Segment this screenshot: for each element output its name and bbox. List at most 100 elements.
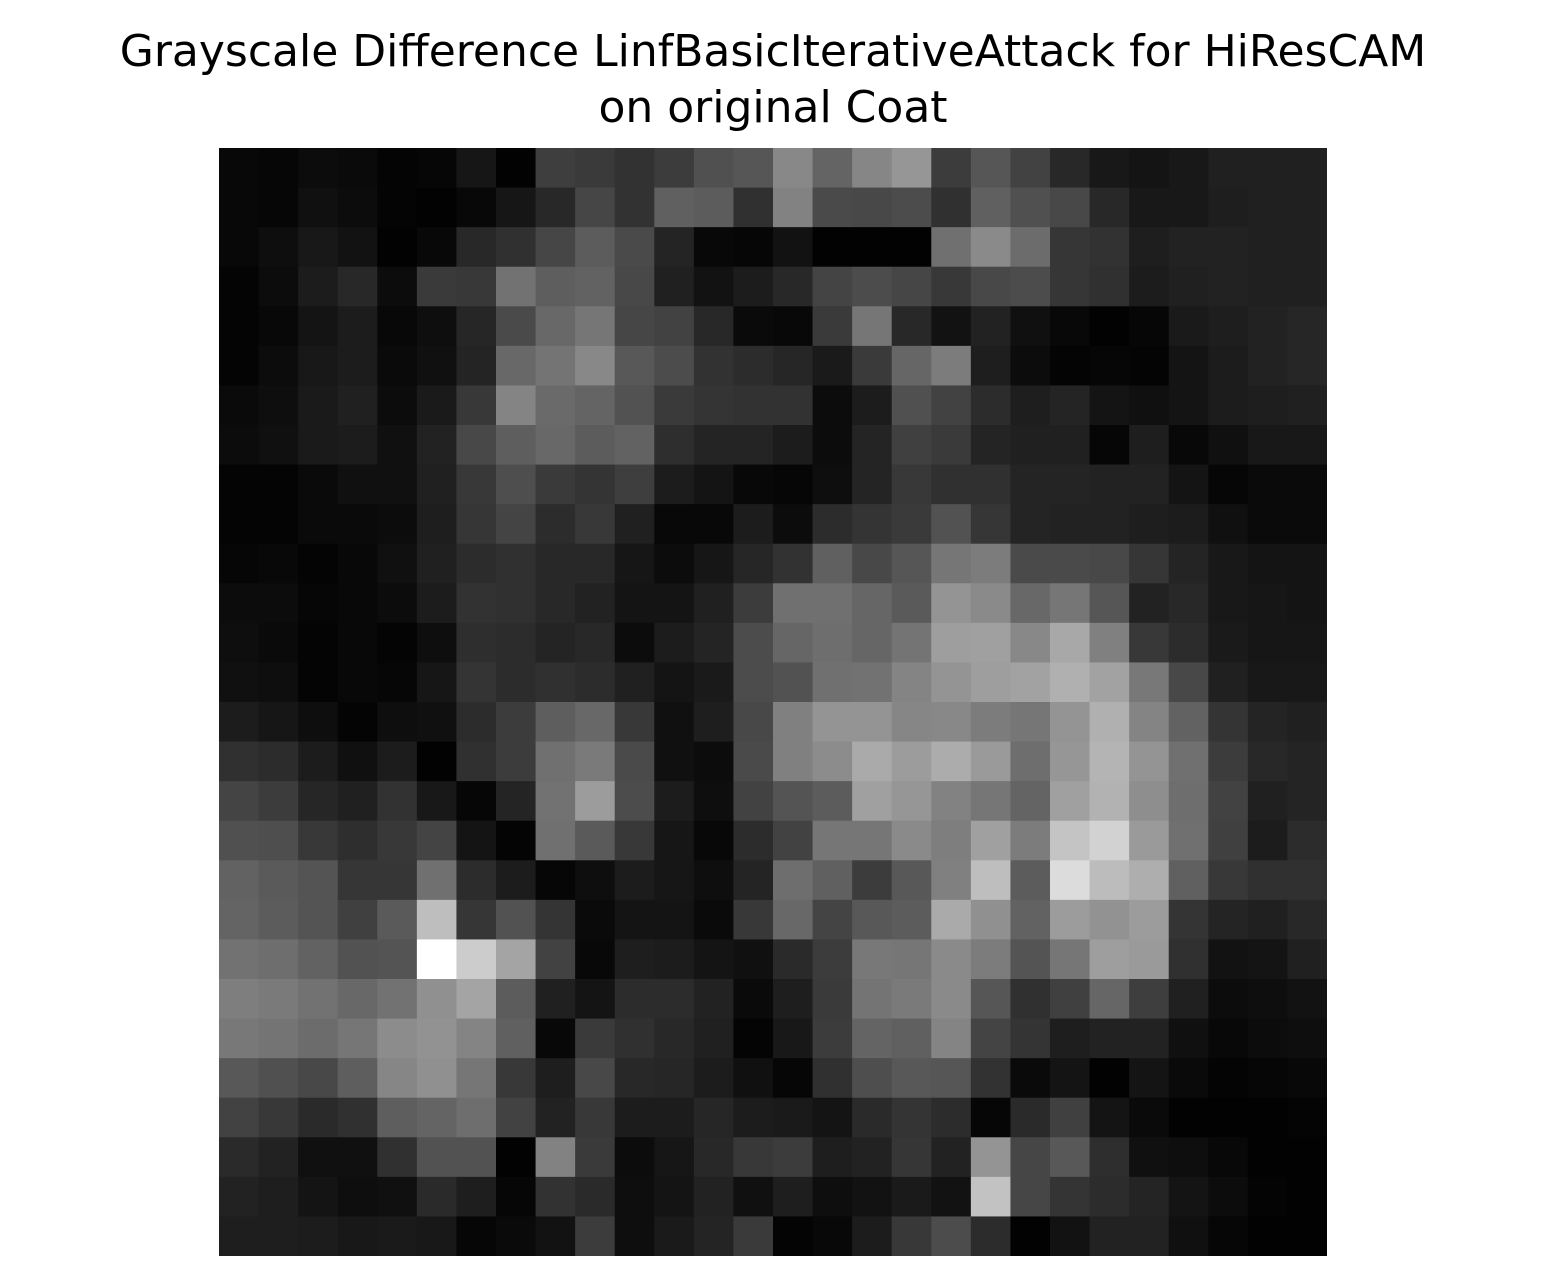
heatmap-cell [496, 860, 537, 901]
heatmap-cell [298, 979, 339, 1020]
heatmap-cell [891, 1097, 932, 1138]
heatmap-cell [614, 306, 655, 347]
heatmap-cell [1287, 1018, 1327, 1059]
heatmap-cell [219, 464, 260, 505]
heatmap-cell [773, 860, 814, 901]
heatmap-cell [575, 425, 616, 466]
heatmap-cell [416, 1176, 458, 1218]
heatmap-cell [298, 1018, 339, 1059]
heatmap-cell [456, 266, 497, 307]
heatmap-cell [1287, 543, 1327, 584]
heatmap-cell [258, 899, 299, 941]
heatmap-cell [852, 543, 893, 584]
heatmap-cell [1247, 1058, 1289, 1099]
heatmap-cell [377, 1176, 418, 1218]
heatmap-cell [1010, 899, 1051, 941]
heatmap-cell [891, 939, 932, 980]
heatmap-cell [1129, 464, 1170, 505]
heatmap-cell [1247, 820, 1289, 861]
heatmap-cell [1287, 899, 1327, 941]
heatmap-cell [812, 266, 853, 307]
heatmap-cell [258, 464, 299, 505]
heatmap-cell [337, 1018, 378, 1059]
heatmap-cell [693, 227, 735, 268]
heatmap-cell [377, 306, 418, 347]
heatmap-cell [1050, 504, 1091, 545]
heatmap-cell [1208, 385, 1249, 426]
heatmap-cell [377, 385, 418, 426]
heatmap-cell [298, 939, 339, 980]
heatmap-cell [416, 385, 458, 426]
heatmap-cell [852, 1216, 893, 1256]
heatmap-cell [654, 385, 695, 426]
heatmap-cell [1208, 622, 1249, 664]
heatmap-cell [852, 425, 893, 466]
heatmap-cell [496, 148, 537, 189]
heatmap-cell [456, 1097, 497, 1138]
heatmap-cell [733, 781, 774, 822]
heatmap-cell [535, 1176, 576, 1218]
heatmap-cell [733, 385, 774, 426]
heatmap-cell [891, 306, 932, 347]
heatmap-cell [1247, 148, 1289, 189]
heatmap-cell [416, 781, 458, 822]
heatmap-cell [773, 899, 814, 941]
heatmap-cell [416, 266, 458, 307]
heatmap-cell [258, 583, 299, 624]
heatmap-cell [1247, 266, 1289, 307]
heatmap-cell [970, 781, 1012, 822]
heatmap-cell [1089, 899, 1130, 941]
heatmap-cell [337, 148, 378, 189]
heatmap-cell [1050, 781, 1091, 822]
heatmap-cell [891, 504, 932, 545]
heatmap-cell [1010, 385, 1051, 426]
heatmap-cell [496, 543, 537, 584]
heatmap-cell [1050, 939, 1091, 980]
heatmap-cell [416, 1018, 458, 1059]
heatmap-cell [337, 939, 378, 980]
heatmap-cell [1247, 583, 1289, 624]
heatmap-cell [891, 1018, 932, 1059]
heatmap-cell [614, 227, 655, 268]
heatmap-cell [575, 979, 616, 1020]
heatmap-cell [733, 148, 774, 189]
heatmap-cell [298, 464, 339, 505]
heatmap-cell [614, 187, 655, 228]
heatmap-cell [733, 543, 774, 584]
heatmap-cell [891, 385, 932, 426]
heatmap-cell [931, 148, 972, 189]
heatmap-cell [1287, 1058, 1327, 1099]
heatmap-cell [891, 227, 932, 268]
heatmap-cell [852, 504, 893, 545]
heatmap-cell [654, 504, 695, 545]
heatmap-cell [970, 148, 1012, 189]
heatmap-cell [535, 860, 576, 901]
heatmap-cell [654, 622, 695, 664]
heatmap-cell [970, 702, 1012, 743]
heatmap-cell [852, 820, 893, 861]
heatmap-cell [337, 425, 378, 466]
heatmap-cell [1050, 583, 1091, 624]
heatmap-cell [535, 1216, 576, 1256]
heatmap-cell [1089, 1216, 1130, 1256]
heatmap-cell [416, 425, 458, 466]
heatmap-cell [1050, 1176, 1091, 1218]
heatmap-cell [456, 1216, 497, 1256]
heatmap-cell [1050, 899, 1091, 941]
heatmap-cell [258, 227, 299, 268]
heatmap-cell [693, 1176, 735, 1218]
heatmap-cell [1010, 979, 1051, 1020]
heatmap-cell [1208, 860, 1249, 901]
heatmap-cell [1168, 306, 1209, 347]
heatmap-cell [1010, 1176, 1051, 1218]
heatmap-cell [1050, 345, 1091, 387]
heatmap-cell [733, 306, 774, 347]
heatmap-cell [1089, 781, 1130, 822]
heatmap-cell [852, 1176, 893, 1218]
heatmap-cell [337, 187, 378, 228]
heatmap-cell [298, 820, 339, 861]
heatmap-cell [852, 1097, 893, 1138]
heatmap-cell [456, 385, 497, 426]
heatmap-cell [852, 622, 893, 664]
heatmap-cell [1050, 543, 1091, 584]
